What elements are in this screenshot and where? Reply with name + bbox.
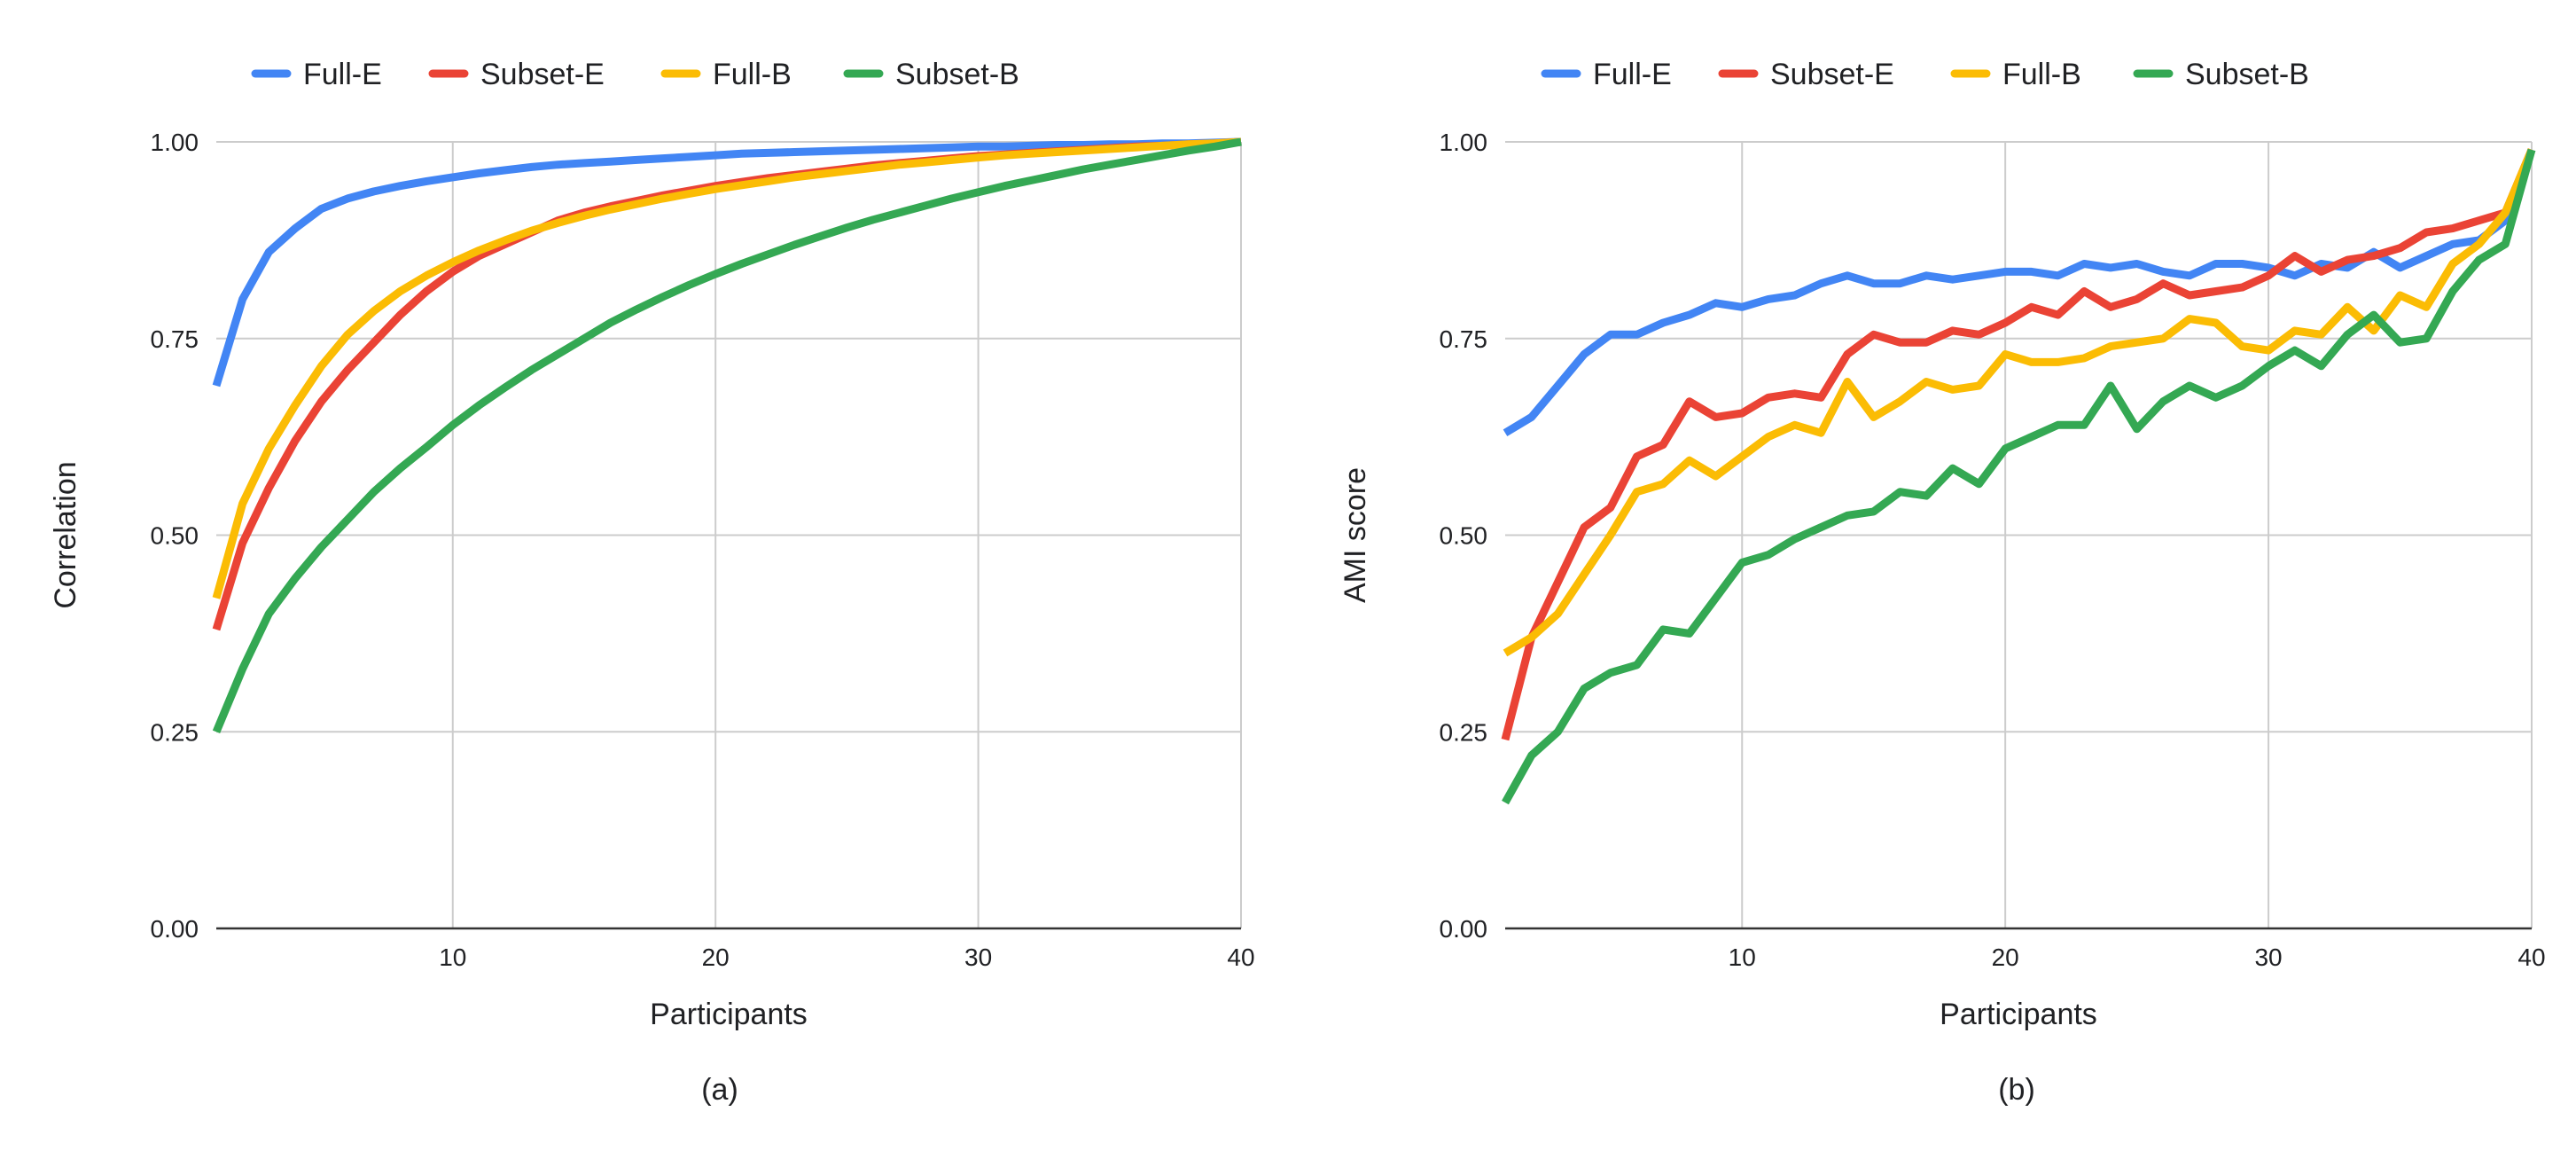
y-axis-title: AMI score (1339, 467, 1372, 603)
x-tick-label: 10 (439, 944, 466, 971)
panel-caption: (a) (701, 1073, 738, 1107)
x-tick-label: 20 (1992, 944, 2019, 971)
x-tick-label: 40 (1227, 944, 1254, 971)
series-line-subset-b (1502, 148, 2536, 805)
y-tick-label: 0.50 (151, 522, 199, 550)
legend-label: Full-B (2002, 58, 2081, 91)
y-tick-label: 0.25 (151, 718, 199, 746)
y-tick-label: 0.00 (1440, 915, 1488, 943)
series-line-subset-e (212, 137, 1242, 631)
x-tick-label: 30 (964, 944, 992, 971)
y-tick-label: 0.50 (1440, 522, 1488, 550)
y-tick-label: 0.00 (151, 915, 199, 943)
legend-item-full-e: Full-E (1541, 58, 1672, 91)
x-tick-label: 20 (702, 944, 730, 971)
x-axis-title: Participants (650, 998, 808, 1031)
series-line-subset-e (1501, 148, 2536, 741)
y-axis-title: Correlation (49, 461, 82, 608)
series-line-full-e (212, 137, 1242, 388)
legend-item-full-b: Full-B (1950, 58, 2081, 91)
y-tick-label: 1.00 (1440, 129, 1488, 156)
legend-item-subset-e: Subset-E (1718, 58, 1894, 91)
legend-item-full-e: Full-E (251, 58, 382, 91)
legend-label: Subset-B (895, 58, 1019, 91)
legend-label: Subset-B (2185, 58, 2309, 91)
series-line-full-b (1503, 148, 2536, 657)
y-tick-label: 1.00 (151, 129, 199, 156)
chart-panel-b: 0.00 0.25 0.50 0.75 1.00 10 20 30 40 Full-E Subset… (1339, 58, 2546, 1107)
series-line-subset-b (212, 137, 1242, 734)
legend-item-subset-b: Subset-B (843, 58, 1019, 91)
legend-item-subset-e: Subset-E (428, 58, 605, 91)
legend-label: Full-E (1593, 58, 1672, 91)
chart-panel-a: 0.00 0.25 0.50 0.75 1.00 10 20 30 40 Full-E Subset… (49, 58, 1255, 1107)
x-tick-label: 40 (2517, 944, 2545, 971)
legend-label: Full-E (303, 58, 382, 91)
series-line-full-e (1503, 148, 2536, 437)
y-tick-label: 0.75 (151, 325, 199, 353)
series-line-full-b (212, 137, 1242, 599)
x-tick-label: 30 (2254, 944, 2282, 971)
legend-label: Subset-E (480, 58, 605, 91)
legend-item-full-b: Full-B (660, 58, 792, 91)
legend-label: Full-B (713, 58, 792, 91)
x-axis-title: Participants (1940, 998, 2097, 1031)
legend-item-subset-b: Subset-B (2133, 58, 2309, 91)
legend-label: Subset-E (1770, 58, 1894, 91)
x-tick-label: 10 (1729, 944, 1756, 971)
y-tick-label: 0.75 (1440, 325, 1488, 353)
y-tick-label: 0.25 (1440, 718, 1488, 746)
panel-caption: (b) (1998, 1073, 2035, 1107)
